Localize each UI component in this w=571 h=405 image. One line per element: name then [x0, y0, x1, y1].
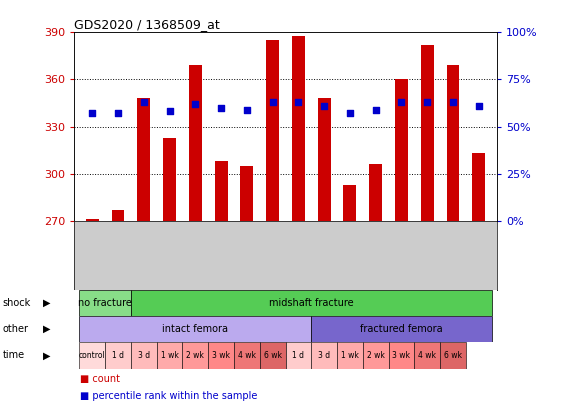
Text: 4 wk: 4 wk — [238, 351, 256, 360]
Text: intact femora: intact femora — [162, 324, 228, 334]
Text: control: control — [79, 351, 106, 360]
Bar — [388, 342, 415, 369]
Bar — [344, 185, 356, 221]
Point — [320, 102, 329, 109]
Point — [139, 99, 148, 105]
Bar — [311, 316, 492, 342]
Point — [448, 99, 457, 105]
Text: ■ count: ■ count — [80, 375, 120, 384]
Bar — [369, 164, 382, 221]
Bar — [286, 342, 311, 369]
Text: 3 wk: 3 wk — [212, 351, 230, 360]
Text: time: time — [3, 350, 25, 360]
Point — [216, 104, 226, 111]
Text: 2 wk: 2 wk — [186, 351, 204, 360]
Bar — [131, 290, 492, 316]
Point — [345, 110, 355, 117]
Text: no fracture: no fracture — [78, 298, 132, 308]
Text: 1 d: 1 d — [112, 351, 124, 360]
Text: 2 wk: 2 wk — [367, 351, 385, 360]
Bar — [234, 342, 260, 369]
Bar — [337, 342, 363, 369]
Text: 3 d: 3 d — [318, 351, 330, 360]
Bar — [105, 342, 131, 369]
Text: 6 wk: 6 wk — [264, 351, 282, 360]
Bar — [363, 342, 388, 369]
Bar — [292, 36, 305, 221]
Text: 3 d: 3 d — [138, 351, 150, 360]
Text: 1 wk: 1 wk — [341, 351, 359, 360]
Point — [114, 110, 123, 117]
Bar — [138, 98, 150, 221]
Point — [268, 99, 277, 105]
Bar — [86, 219, 99, 221]
Bar — [447, 65, 460, 221]
Text: other: other — [3, 324, 29, 334]
Bar — [440, 342, 466, 369]
Bar — [79, 316, 311, 342]
Bar — [208, 342, 234, 369]
Bar — [421, 45, 433, 221]
Text: ■ percentile rank within the sample: ■ percentile rank within the sample — [80, 391, 258, 401]
Text: 4 wk: 4 wk — [418, 351, 436, 360]
Bar — [79, 290, 131, 316]
Bar — [131, 342, 156, 369]
Bar — [395, 79, 408, 221]
Text: GDS2020 / 1368509_at: GDS2020 / 1368509_at — [74, 18, 220, 31]
Point — [397, 99, 406, 105]
Text: midshaft fracture: midshaft fracture — [269, 298, 353, 308]
Bar — [183, 342, 208, 369]
Text: 1 d: 1 d — [292, 351, 304, 360]
Point — [371, 107, 380, 113]
Text: fractured femora: fractured femora — [360, 324, 443, 334]
Text: 1 wk: 1 wk — [160, 351, 179, 360]
Bar — [317, 98, 331, 221]
Point — [423, 99, 432, 105]
Point — [191, 101, 200, 107]
Text: shock: shock — [3, 298, 31, 308]
Point — [242, 107, 251, 113]
Bar — [472, 153, 485, 221]
Bar — [215, 161, 227, 221]
Bar — [111, 210, 124, 221]
Text: ▶: ▶ — [43, 298, 50, 308]
Text: ▶: ▶ — [43, 324, 50, 334]
Point — [88, 110, 97, 117]
Bar — [79, 342, 105, 369]
Point — [474, 102, 483, 109]
Point — [294, 99, 303, 105]
Bar — [189, 65, 202, 221]
Text: 6 wk: 6 wk — [444, 351, 462, 360]
Bar — [260, 342, 286, 369]
Text: ▶: ▶ — [43, 350, 50, 360]
Bar — [311, 342, 337, 369]
Point — [165, 108, 174, 115]
Text: 3 wk: 3 wk — [392, 351, 411, 360]
Bar — [240, 166, 254, 221]
Bar — [266, 40, 279, 221]
Bar — [163, 138, 176, 221]
Bar — [415, 342, 440, 369]
Bar — [156, 342, 183, 369]
